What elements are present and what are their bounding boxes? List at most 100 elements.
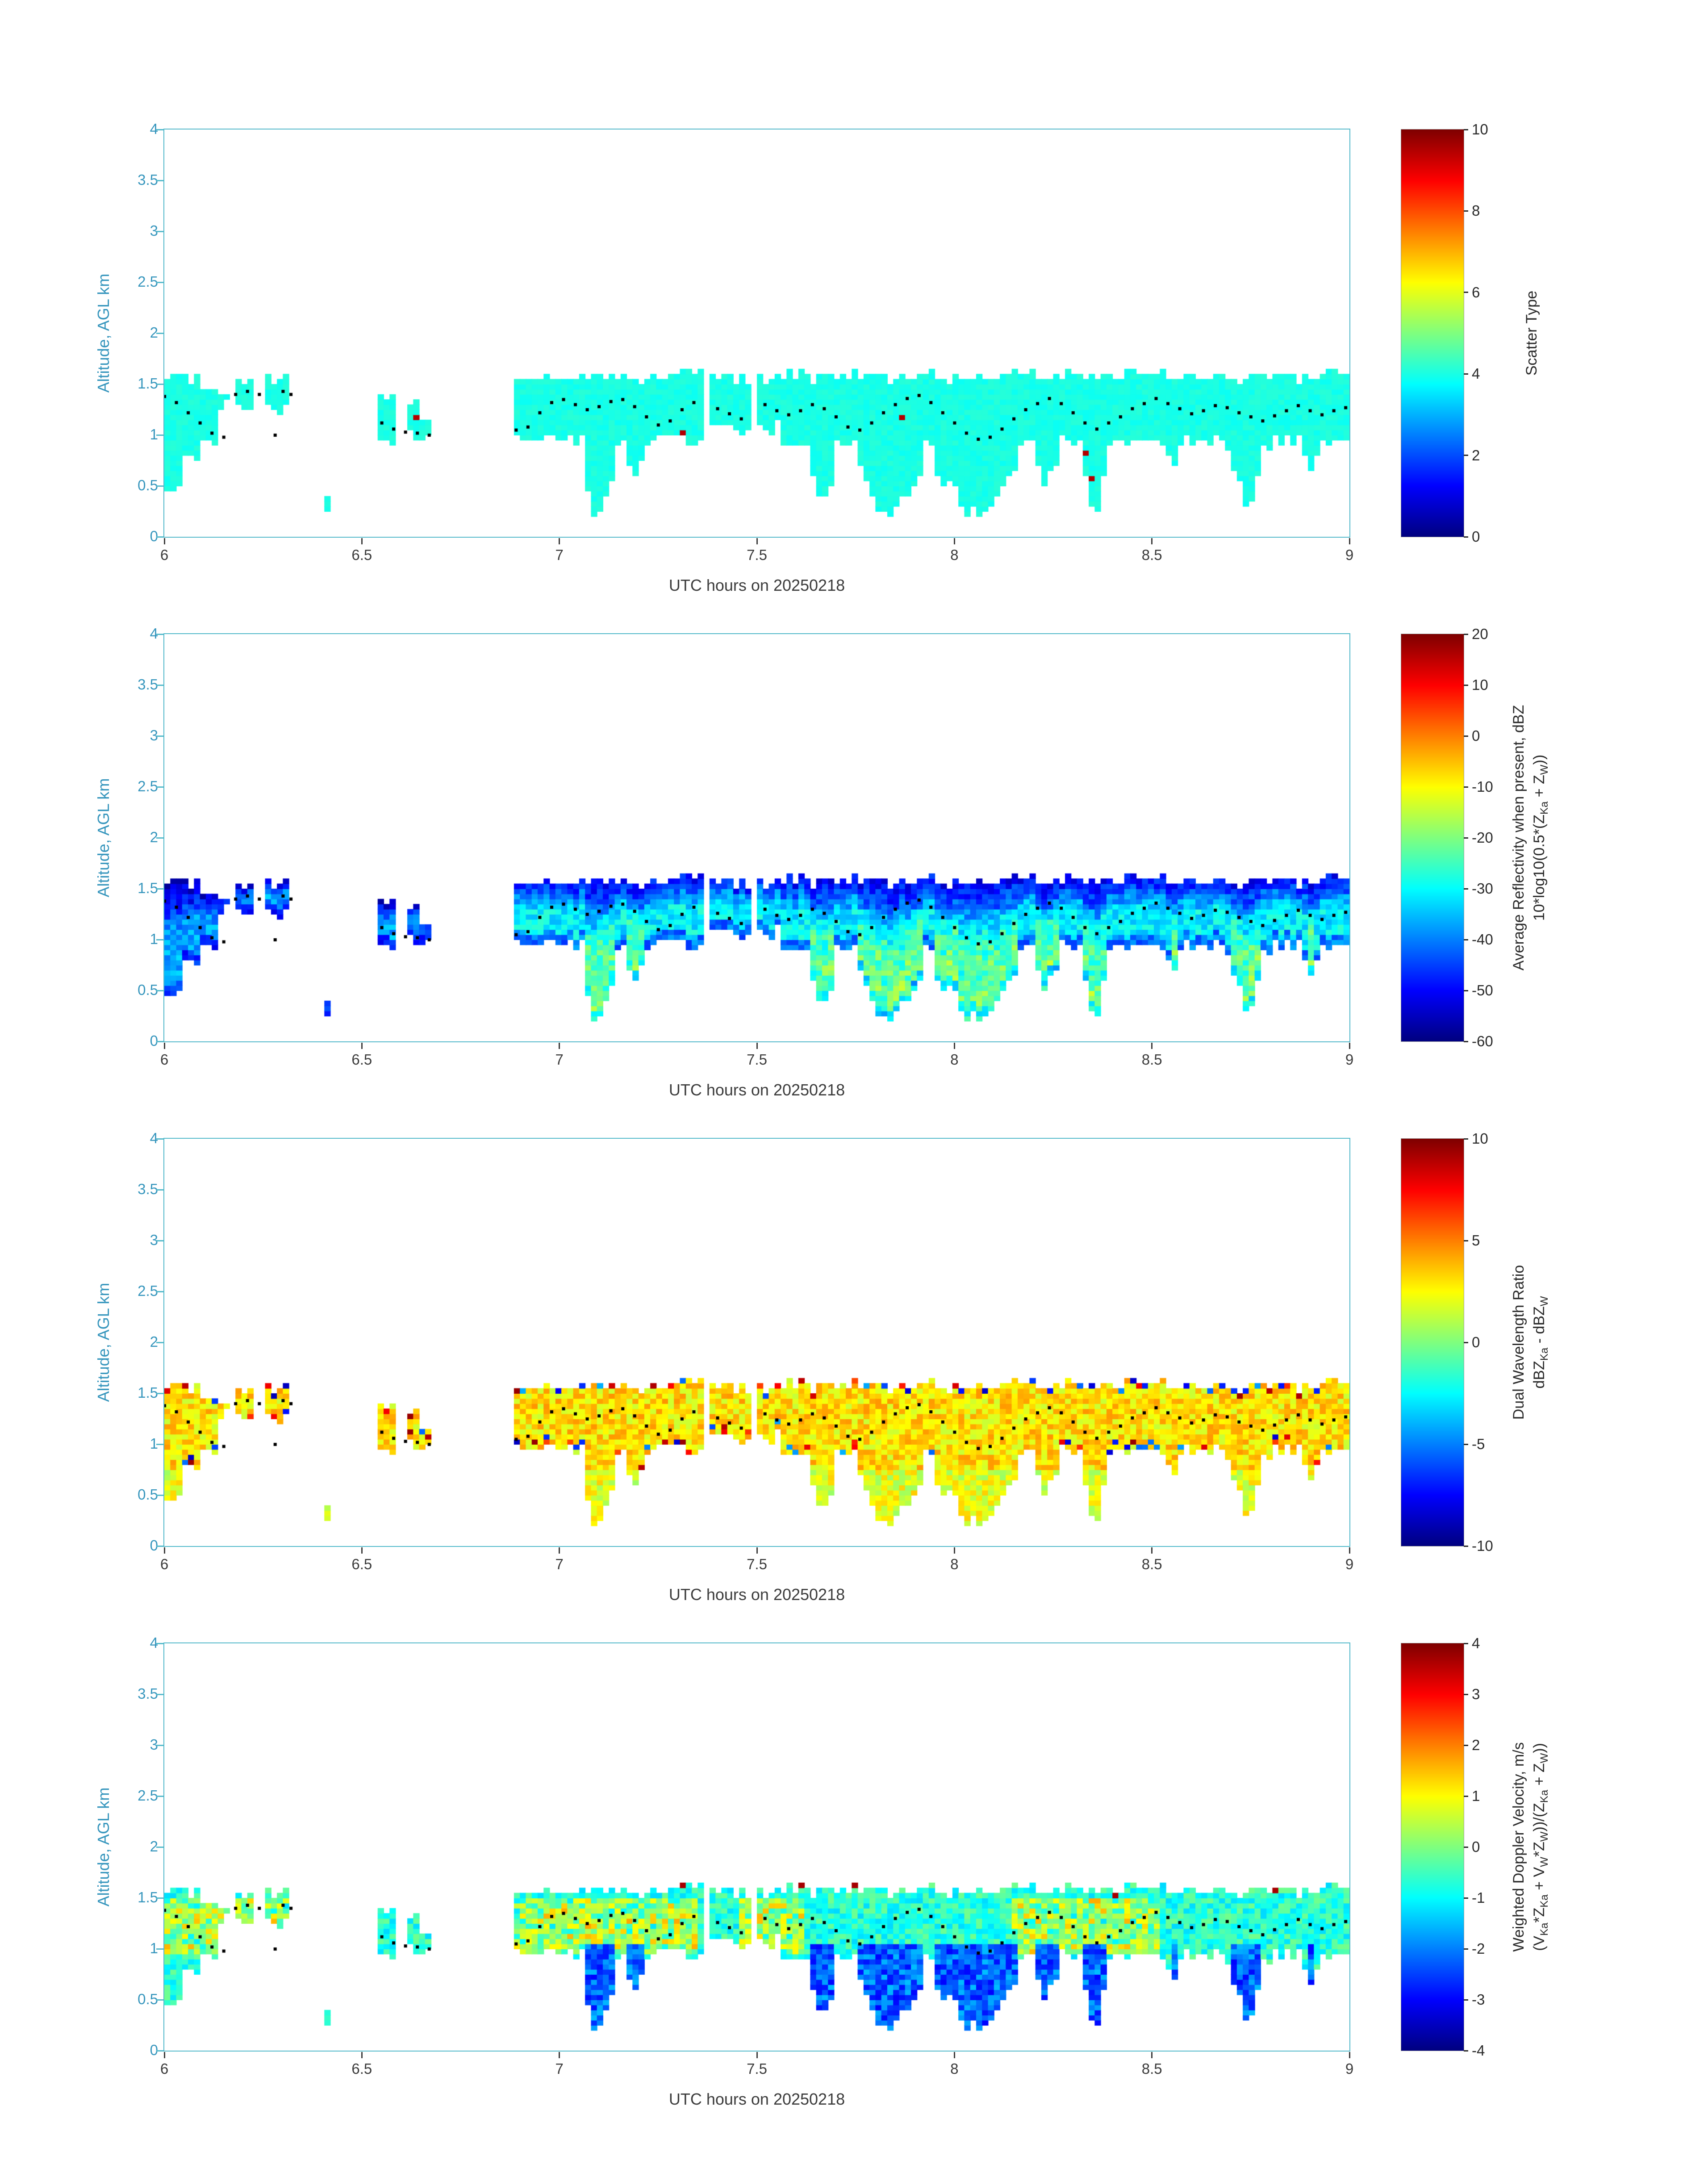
y-tick-label: 3.5 (138, 676, 158, 693)
colorbar-tick-mark (1464, 1846, 1468, 1848)
colorbar-tick-label: 4 (1472, 365, 1480, 382)
colorbar-tick-mark (1464, 735, 1468, 737)
y-tick-mark (156, 1948, 163, 1950)
y-tick-mark (156, 485, 163, 487)
colorbar-canvas (1401, 634, 1464, 1041)
x-tick-mark (559, 1043, 560, 1049)
colorbar-tick-label: -50 (1472, 982, 1493, 999)
colorbar-tick-label: 0 (1472, 528, 1480, 545)
y-tick-mark (156, 684, 163, 686)
colorbar-tick-label: 0 (1472, 727, 1480, 744)
y-tick-label: 4 (150, 1130, 158, 1146)
colorbar-tick-label: 3 (1472, 1686, 1480, 1702)
x-tick-label: 8 (950, 1051, 959, 1068)
y-tick-mark (156, 786, 163, 788)
y-tick-mark (156, 180, 163, 181)
colorbar-canvas (1401, 1139, 1464, 1546)
colorbar-tick-label: -4 (1472, 2042, 1485, 2059)
y-tick-label: 4 (150, 1634, 158, 1651)
x-tick-mark (361, 2052, 363, 2058)
x-tick-label: 6 (160, 2060, 169, 2077)
x-tick-label: 8.5 (1141, 2060, 1162, 2077)
colorbar-tick-label: -10 (1472, 778, 1493, 795)
y-tick-label: 1.5 (138, 880, 158, 896)
colorbar-tick-label: -1 (1472, 1889, 1485, 1906)
colorbar-tick-label: -60 (1472, 1033, 1493, 1049)
y-tick-mark (156, 1897, 163, 1899)
x-tick-label: 8.5 (1141, 1556, 1162, 1572)
y-tick-label: 1 (150, 426, 158, 443)
x-tick-label: 6 (160, 1051, 169, 1068)
y-tick-label: 3.5 (138, 171, 158, 188)
colorbar-tick-label: 10 (1472, 1130, 1488, 1147)
colorbar-tick-label: 2 (1472, 447, 1480, 464)
y-tick-label: 0 (150, 1032, 158, 1049)
x-tick-mark (1151, 1043, 1153, 1049)
colorbar-tick-mark (1464, 837, 1468, 839)
colorbar-label: Weighted Doppler Velocity, m/s (VKa*ZKa +… (1508, 1742, 1555, 1951)
x-tick-mark (559, 1547, 560, 1554)
y-tick-label: 3 (150, 222, 158, 239)
plot-area (163, 1138, 1350, 1547)
colorbar-tick-mark (1464, 129, 1468, 130)
colorbar-tick-label: 1 (1472, 1788, 1480, 1804)
colorbar-tick-label: 6 (1472, 284, 1480, 301)
colorbar-tick-label: -5 (1472, 1436, 1485, 1452)
colorbar-tick-mark (1464, 1545, 1468, 1547)
x-tick-mark (1349, 2052, 1350, 2058)
colorbar (1401, 1138, 1464, 1546)
y-tick-label: 0.5 (138, 982, 158, 998)
colorbar-tick-mark (1464, 939, 1468, 940)
colorbar-tick-label: 2 (1472, 1737, 1480, 1753)
colorbar-tick-label: 0 (1472, 1839, 1480, 1855)
colorbar-tick-label: -2 (1472, 1940, 1485, 1957)
colorbar-label: Average Reflectivity when present, dBZ 10… (1508, 705, 1555, 971)
heatmap-canvas-reflectivity (164, 634, 1349, 1041)
colorbar-tick-label: -40 (1472, 931, 1493, 948)
x-tick-mark (361, 1547, 363, 1554)
x-tick-label: 6.5 (351, 547, 372, 563)
y-tick-label: 2 (150, 1838, 158, 1855)
colorbar-tick-label: -30 (1472, 880, 1493, 897)
x-tick-label: 7.5 (747, 1556, 767, 1572)
colorbar-tick-mark (1464, 1341, 1468, 1343)
heatmap-canvas-scatter-type (164, 130, 1349, 537)
y-tick-mark (156, 1744, 163, 1746)
y-tick-mark (156, 1341, 163, 1343)
x-tick-mark (361, 538, 363, 544)
x-tick-label: 8 (950, 547, 959, 563)
y-tick-label: 1.5 (138, 375, 158, 392)
x-tick-mark (953, 1547, 955, 1554)
colorbar-tick-label: -3 (1472, 1991, 1485, 2008)
y-tick-label: 0.5 (138, 1486, 158, 1503)
x-tick-label: 7 (555, 1556, 564, 1572)
x-tick-mark (953, 538, 955, 544)
x-axis-label: UTC hours on 20250218 (668, 576, 845, 594)
colorbar-tick-label: 4 (1472, 1635, 1480, 1651)
colorbar-tick-mark (1464, 1948, 1468, 1950)
colorbar-label-line: Dual Wavelength Ratio (1510, 1265, 1528, 1420)
y-tick-label: 4 (150, 625, 158, 642)
plot-area (163, 1642, 1350, 2052)
y-tick-mark (156, 332, 163, 334)
y-tick-label: 3 (150, 727, 158, 744)
colorbar-tick-mark (1464, 990, 1468, 991)
y-tick-mark (156, 1494, 163, 1496)
x-tick-mark (756, 1043, 758, 1049)
x-tick-mark (1349, 1043, 1350, 1049)
colorbar-canvas (1401, 130, 1464, 537)
x-tick-label: 6.5 (351, 2060, 372, 2077)
x-tick-label: 7 (555, 1051, 564, 1068)
y-tick-label: 1.5 (138, 1384, 158, 1401)
y-tick-label: 0 (150, 528, 158, 544)
y-tick-label: 1 (150, 1435, 158, 1452)
colorbar (1401, 634, 1464, 1042)
x-tick-label: 7 (555, 2060, 564, 2077)
y-tick-mark (156, 990, 163, 991)
x-tick-mark (361, 1043, 363, 1049)
y-tick-mark (156, 281, 163, 283)
colorbar-label-line: (VKa*ZKa + VW*ZW))/(ZKa + ZW)) (1531, 1743, 1550, 1951)
x-tick-mark (1349, 538, 1350, 544)
colorbar-tick-mark (1464, 1240, 1468, 1241)
colorbar-tick-mark (1464, 536, 1468, 538)
